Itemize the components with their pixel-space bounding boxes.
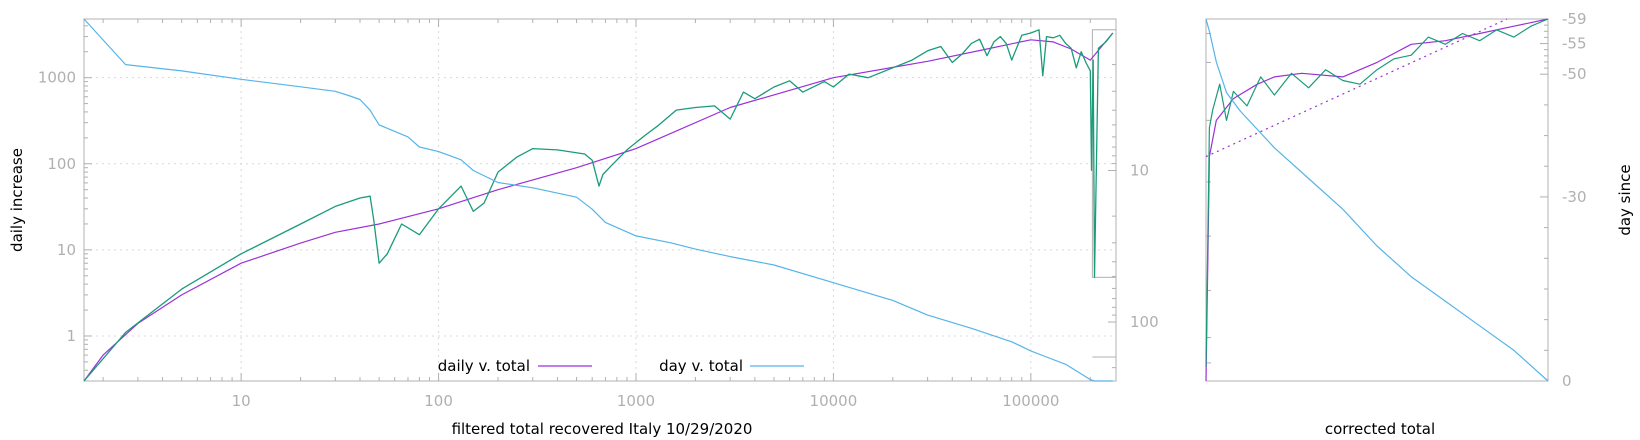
x-tick-label: 100000: [1002, 392, 1059, 410]
x-tick-label: 100: [424, 392, 453, 410]
y2-axis-label-right: day since: [1616, 164, 1634, 235]
y2-tick-label-right: 0: [1562, 372, 1572, 390]
y-tick-label: 1000: [38, 69, 76, 87]
y2-tick-label-right: -55: [1562, 35, 1587, 53]
x-axis-label: filtered total recovered Italy 10/29/202…: [452, 420, 753, 438]
corrected-panel: -59 -55 -50 -30 0: [1205, 10, 1587, 390]
y2-tick-label-right: -30: [1562, 188, 1587, 206]
legend: daily v. total day v. total: [438, 357, 804, 375]
series-day-line: [83, 18, 1113, 382]
y2-tick-label-right: -50: [1562, 65, 1587, 83]
y2-tick-label: 100: [1130, 313, 1159, 331]
series-corrected-trend-line: [1205, 18, 1508, 158]
x-tick-label: 1000: [617, 392, 655, 410]
x-tick-label: 10000: [810, 392, 858, 410]
x-tick-label: 10: [232, 392, 251, 410]
series-daily-fit-line: [83, 32, 1114, 382]
series-daily-raw-line: [83, 29, 1114, 382]
series-corrected-day-line: [1205, 18, 1549, 382]
series-corrected-raw-line: [1205, 18, 1549, 367]
y-tick-label: 1: [66, 327, 76, 345]
legend-label-daily: daily v. total: [438, 357, 530, 375]
y-axis-label: daily increase: [8, 148, 26, 252]
legend-label-day: day v. total: [659, 357, 743, 375]
x-axis-label-right: corrected total: [1325, 420, 1435, 438]
y-tick-label: 100: [47, 155, 76, 173]
y2-tick-label-right: -59: [1562, 10, 1587, 28]
y-tick-label: 10: [57, 241, 76, 259]
plot-frame: [83, 18, 1117, 382]
inset-box: [1091, 29, 1117, 278]
series-corrected-fit-line: [1205, 18, 1549, 382]
y2-tick-label: 10: [1130, 162, 1149, 180]
plot-frame-right: [1205, 18, 1549, 382]
main-panel: 10 100 1000 10000 100000 1 10 100 1000 10 100: [38, 18, 1159, 410]
